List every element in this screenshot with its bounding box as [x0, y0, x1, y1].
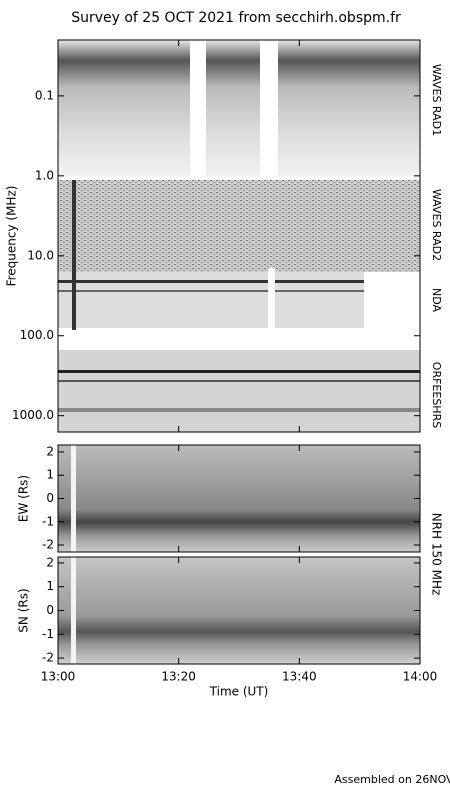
y-tick-label: 1000.0: [12, 408, 54, 422]
y-tick-label: 10.0: [27, 248, 54, 262]
x-axis-label: Time (UT): [209, 685, 269, 699]
instrument-label: NRH 150 MHz: [430, 513, 444, 596]
x-tick-label: 13:20: [161, 670, 196, 684]
y-tick-label: -1: [42, 627, 54, 641]
y-axis-label: Frequency (MHz): [5, 186, 19, 287]
instrument-label: NDA: [430, 288, 443, 313]
y-tick-label: 0.1: [35, 88, 54, 102]
x-tick-label: 13:40: [282, 670, 317, 684]
footer: Assembled on 26NOV2021: [334, 773, 450, 786]
instrument-label: WAVES RAD2: [430, 189, 443, 261]
y-tick-label: 1.0: [35, 168, 54, 182]
y-tick-label: 2: [46, 555, 54, 569]
y-tick-label: 0: [46, 491, 54, 505]
y-tick-label: -1: [42, 514, 54, 528]
y-tick-label: 1: [46, 468, 54, 482]
y-axis-label: SN (Rs): [17, 588, 31, 632]
x-tick-label: 13:00: [41, 670, 76, 684]
y-axis-label: EW (Rs): [17, 475, 31, 522]
y-tick-label: 2: [46, 444, 54, 458]
spectrum-image: [58, 40, 420, 432]
frame: [57, 39, 421, 433]
y-tick-label: 1: [46, 579, 54, 593]
nrh-images: [58, 445, 420, 664]
instrument-label: WAVES RAD1: [430, 64, 443, 136]
title: Survey of 25 OCT 2021 from secchirh.obsp…: [71, 10, 401, 26]
y-tick-label: 0: [46, 603, 54, 617]
y-tick-label: -2: [42, 538, 54, 552]
y-tick-label: -2: [42, 651, 54, 665]
instrument-label: ORFEESHRS: [430, 362, 443, 428]
x-tick-label: 14:00: [403, 670, 438, 684]
y-tick-label: 100.0: [20, 328, 54, 342]
